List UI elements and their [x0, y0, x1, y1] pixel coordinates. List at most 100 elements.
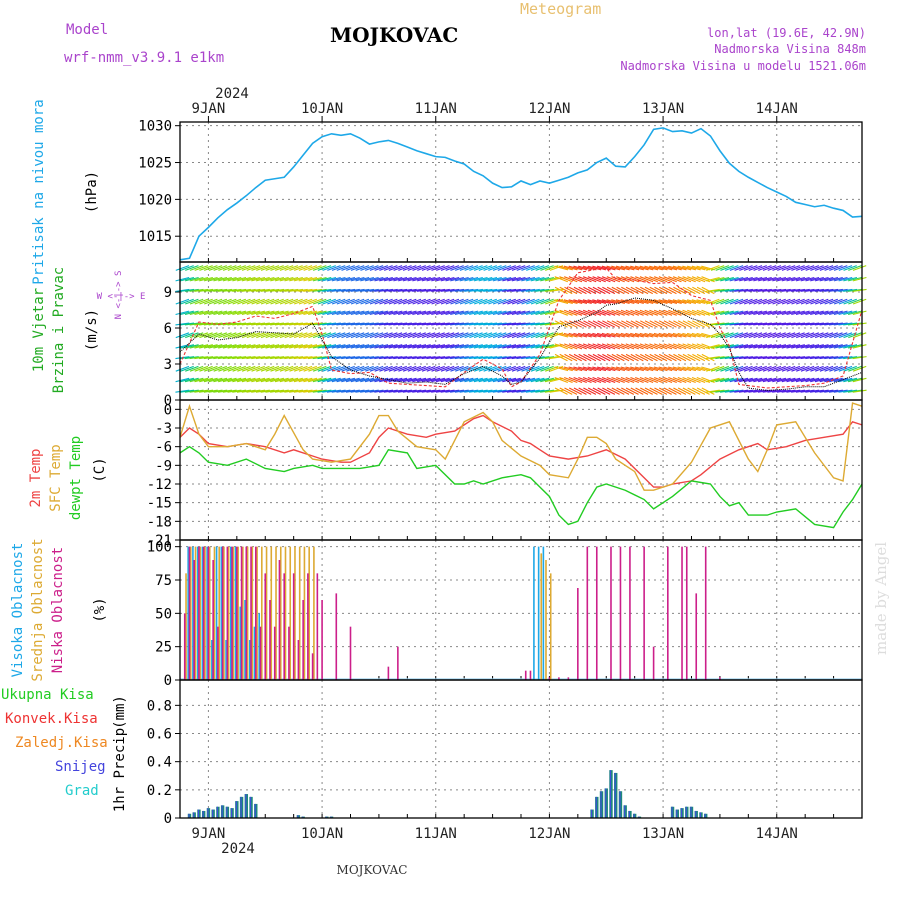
wind-arrow [743, 389, 758, 393]
wind-arrow [331, 332, 346, 339]
wind-arrow [743, 344, 758, 349]
wind-arrow [578, 286, 592, 295]
precip-bar-snow [671, 806, 673, 818]
wind-arrow [284, 389, 299, 393]
wind-arrow [393, 298, 407, 305]
wind-arrow [596, 366, 611, 372]
wind-arrow [180, 389, 195, 393]
wind-arrow [464, 298, 479, 305]
wind-arrow [805, 276, 820, 282]
wind-arrow [488, 276, 502, 282]
wind-arrow [346, 265, 360, 271]
wind-arrow [758, 265, 772, 271]
wind-arrow [762, 389, 777, 393]
wind-arrow [507, 332, 521, 339]
credit-watermark: made by Angel [872, 542, 890, 655]
wind-arrow [582, 299, 597, 304]
wind-arrow [715, 265, 730, 271]
wind-arrow [213, 344, 228, 349]
wind-arrow [369, 276, 384, 282]
wind-arrow [454, 276, 469, 282]
wind-arrow [256, 332, 270, 339]
wind-arrow [521, 356, 536, 360]
panel-frame-clouds [179, 539, 863, 681]
wind-arrow [483, 356, 498, 360]
wind-arrow [374, 389, 389, 393]
wind-arrow [715, 344, 730, 349]
wind-arrow [814, 276, 829, 282]
wind-arrow [469, 298, 483, 305]
y-tick-label: 75 [155, 573, 172, 589]
wind-arrow [360, 356, 375, 360]
wind-arrow [559, 353, 573, 362]
precip-bar-snow [221, 805, 223, 818]
wind-arrow [317, 298, 332, 305]
wind-arrow [720, 298, 734, 305]
wind-arrow [521, 265, 535, 271]
wind-arrow [255, 288, 270, 292]
wind-arrow [654, 320, 668, 328]
wind-arrow [819, 310, 834, 316]
wind-arrow [625, 343, 640, 350]
wind-arrow [838, 356, 853, 360]
wind-arrow [497, 322, 512, 326]
wind-arrow [468, 389, 484, 393]
wind-arrow [824, 265, 838, 271]
wind-arrow [308, 298, 322, 305]
wind-arrow [317, 389, 332, 393]
wind-arrow [833, 344, 848, 349]
wind-arrow [246, 322, 261, 326]
wind-arrow [568, 299, 583, 304]
wind-arrow [710, 344, 725, 349]
y-tick-label: -12 [147, 477, 172, 493]
wind-arrow [383, 377, 398, 383]
wind-arrow [416, 356, 431, 360]
wind-arrow [464, 322, 479, 326]
wind-arrow [379, 322, 394, 326]
wind-arrow [265, 276, 280, 282]
wind-arrow [781, 310, 796, 316]
wind-arrow [473, 356, 488, 360]
wind-arrow [748, 276, 763, 282]
wind-arrow [535, 298, 550, 305]
wind-arrow [464, 389, 479, 393]
wind-arrow [696, 387, 710, 395]
wind-arrow [279, 365, 294, 372]
wind-arrow [194, 288, 209, 292]
wind-arrow [184, 356, 199, 360]
wind-arrow [757, 288, 772, 292]
precip-bar-snow [685, 806, 687, 818]
wind-arrow [554, 376, 568, 384]
wind-arrow [468, 356, 484, 360]
wind-arrow [251, 344, 266, 349]
wind-arrow [620, 366, 635, 372]
wind-arrow [483, 265, 497, 271]
wind-arrow [791, 276, 805, 282]
wind-arrow [724, 356, 739, 360]
wind-arrow [658, 299, 673, 304]
wind-arrow [597, 286, 611, 295]
wind-arrow [298, 356, 313, 360]
wind-arrow [483, 322, 498, 326]
wind-arrow [388, 377, 403, 383]
wind-arrow [383, 356, 398, 360]
wind-arrow [521, 298, 535, 305]
wind-arrow [294, 265, 308, 271]
wind-arrow [843, 288, 858, 292]
wind-arrow [289, 356, 304, 360]
wind-arrow [852, 310, 867, 316]
wind-arrow [303, 389, 318, 393]
wind-arrow [583, 387, 597, 395]
wind-arrow [346, 298, 360, 305]
wind-arrow [184, 322, 199, 326]
wind-arrow [469, 276, 483, 282]
wind-arrow [274, 356, 289, 360]
wind-arrow [270, 310, 285, 316]
wind-arrow [786, 298, 801, 305]
wind-arrow [255, 389, 270, 393]
wind-arrow [232, 344, 247, 349]
wind-arrow [602, 387, 616, 395]
wind-arrow [426, 276, 441, 282]
wind-arrow [682, 265, 697, 271]
wind-arrow [568, 387, 582, 395]
